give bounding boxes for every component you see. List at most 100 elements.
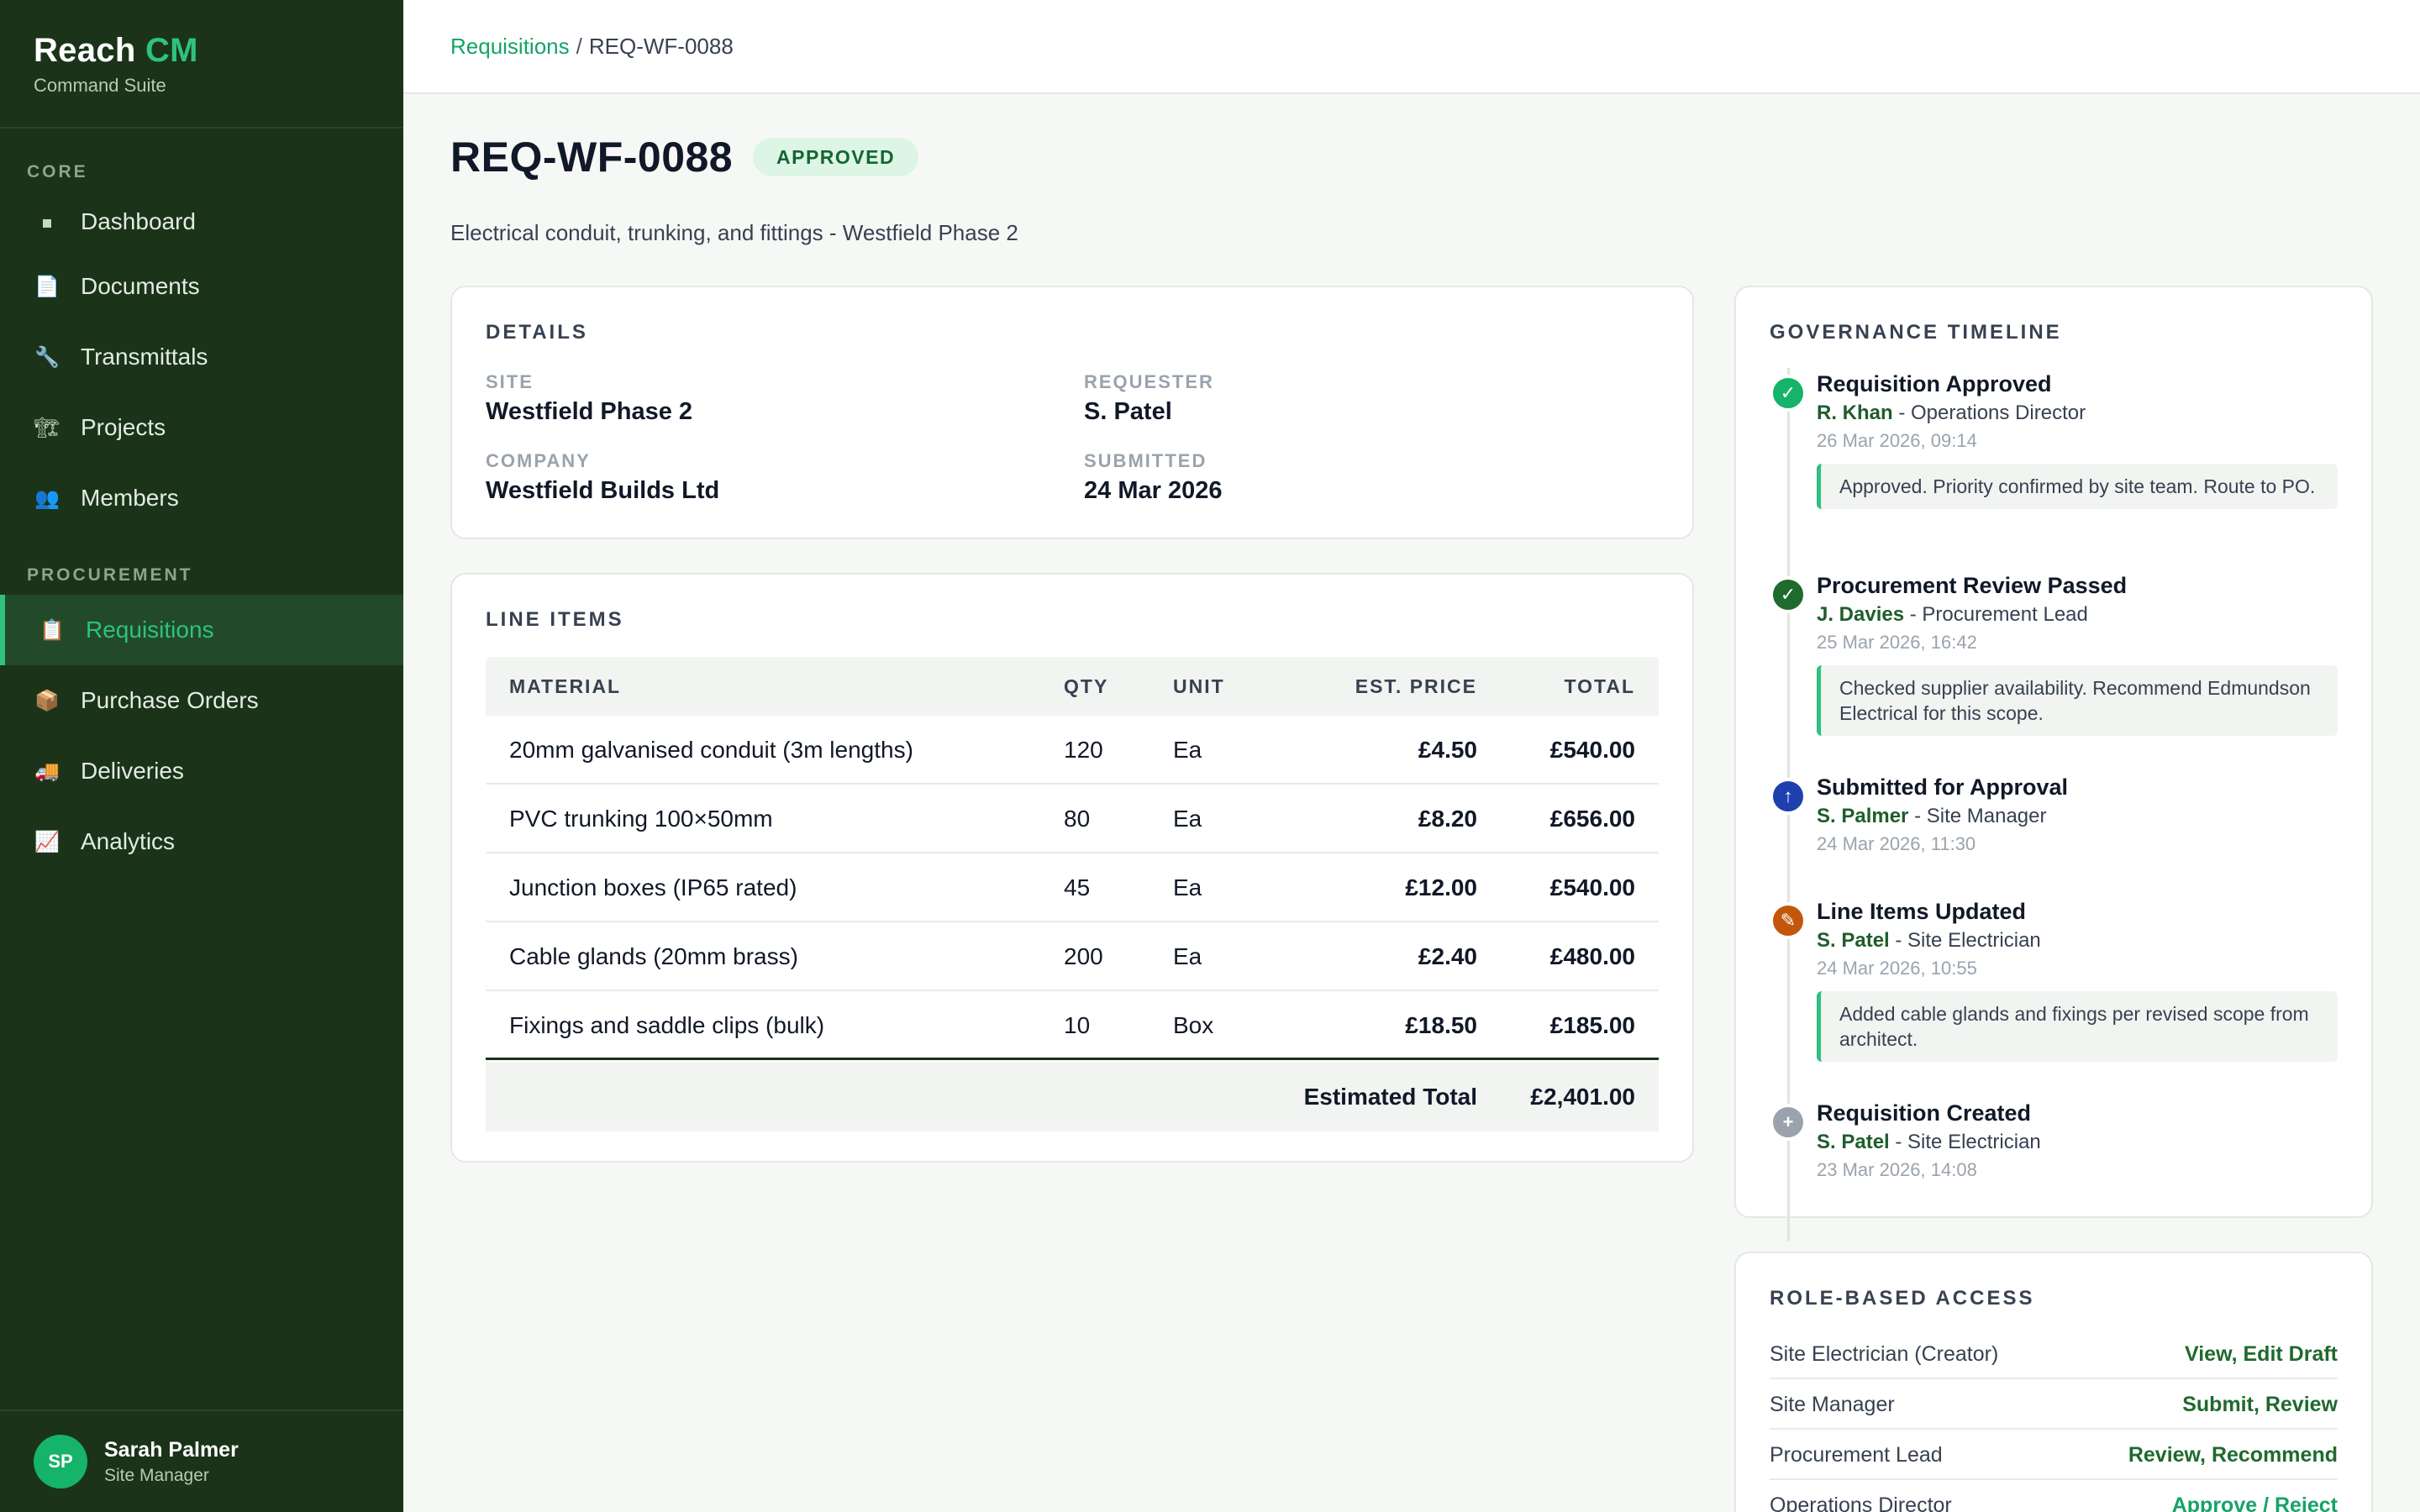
price-cell: £18.50 [1405,1012,1477,1038]
crane-icon: 🏗 [34,416,60,439]
access-title: ROLE-BASED ACCESS [1770,1287,2035,1310]
access-permission: View, Edit Draft [2185,1342,2338,1366]
estimated-total-value: £2,401.00 [1530,1084,1635,1110]
table-row: 20mm galvanised conduit (3m lengths) 120… [486,716,1659,785]
people-icon: 👥 [34,486,60,510]
table-row: PVC trunking 100×50mm 80 Ea £8.20 £656.0… [486,785,1659,853]
sidebar-item-label: Dashboard [81,208,196,234]
submitted-label: SUBMITTED [1084,450,1207,471]
document-icon: 📄 [34,275,60,298]
requester-label: REQUESTER [1084,371,1214,392]
event-person: J. Davies [1817,603,1905,626]
qty-cell: 45 [1064,874,1091,900]
avatar: SP [34,1435,87,1488]
qty-cell: 80 [1064,806,1091,832]
event-title: Requisition Approved [1817,371,2052,396]
sidebar-item-dashboard[interactable]: Dashboard [0,186,403,257]
check-icon: ✓ [1770,375,1807,412]
breadcrumb-link-requisitions[interactable]: Requisitions [450,33,570,59]
unit-cell: Ea [1173,737,1202,763]
brand-subtitle: Command Suite [34,75,166,96]
timeline-event: ✓ Requisition Approved R. Khan - Operati… [1770,371,2349,539]
total-cell: £540.00 [1549,737,1635,763]
column-header-est-price: EST. PRICE [1355,675,1477,697]
sidebar-item-label: Requisitions [86,617,214,643]
nav-section-procurement: PROCUREMENT [27,565,193,585]
package-icon: 📦 [34,689,60,712]
chart-icon: 📈 [34,830,60,853]
access-row: Operations Director Approve / Reject [1770,1480,2338,1512]
submitted-value: 24 Mar 2026 [1084,477,1223,504]
user-profile[interactable]: SP Sarah Palmer Site Manager [0,1410,403,1512]
breadcrumb-separator: / [576,33,582,59]
sidebar-item-analytics[interactable]: 📈 Analytics [0,806,403,877]
price-cell: £8.20 [1418,806,1477,832]
sidebar-item-label: Projects [81,414,166,440]
material-cell: Junction boxes (IP65 rated) [509,874,797,900]
status-badge: APPROVED [753,138,919,176]
pencil-icon: ✎ [1770,902,1807,939]
sidebar-item-transmittals[interactable]: 🔧 Transmittals [0,322,403,392]
table-row: Cable glands (20mm brass) 200 Ea £2.40 £… [486,922,1659,991]
sidebar-item-label: Documents [81,273,200,299]
timeline-event: ✎ Line Items Updated S. Patel - Site Ele… [1770,899,2349,1067]
price-cell: £2.40 [1418,943,1477,969]
clipboard-icon: 📋 [39,618,65,642]
sidebar-item-documents[interactable]: 📄 Documents [0,251,403,322]
event-actor: J. Davies - Procurement Lead [1817,603,2088,626]
sidebar-item-deliveries[interactable]: 🚚 Deliveries [0,736,403,806]
table-header: MATERIAL QTY UNIT EST. PRICE TOTAL [486,657,1659,716]
event-time: 25 Mar 2026, 16:42 [1817,632,1977,653]
event-title: Submitted for Approval [1817,774,2069,800]
sidebar-item-label: Analytics [81,828,176,854]
brand: Reach CM Command Suite [0,0,403,129]
sidebar-item-requisitions[interactable]: 📋 Requisitions [0,595,403,665]
event-person: R. Khan [1817,402,1893,424]
check-icon: ✓ [1770,576,1807,613]
price-cell: £12.00 [1405,874,1477,900]
event-person: S. Patel [1817,1131,1890,1153]
access-role: Procurement Lead [1770,1443,1943,1467]
total-cell: £185.00 [1549,1012,1635,1038]
access-role: Site Electrician (Creator) [1770,1342,1999,1366]
page-description: Electrical conduit, trunking, and fittin… [450,220,1018,245]
event-time: 26 Mar 2026, 09:14 [1817,430,1977,451]
event-person: S. Palmer [1817,805,1909,827]
material-cell: Fixings and saddle clips (bulk) [509,1012,825,1038]
event-person: S. Patel [1817,929,1890,952]
sidebar-item-purchase-orders[interactable]: 📦 Purchase Orders [0,665,403,736]
qty-cell: 120 [1064,737,1103,763]
column-header-total: TOTAL [1564,675,1635,697]
sidebar-item-projects[interactable]: 🏗 Projects [0,392,403,463]
event-title: Requisition Created [1817,1100,2032,1126]
event-actor: S. Palmer - Site Manager [1817,805,2047,827]
nav-section-core: CORE [27,162,88,181]
access-row: Procurement Lead Review, Recommend [1770,1430,2338,1480]
sidebar-item-label: Transmittals [81,344,208,370]
access-permission: Review, Recommend [2128,1443,2338,1467]
event-role: Site Manager [1926,805,2047,827]
total-cell: £540.00 [1549,874,1635,900]
material-cell: Cable glands (20mm brass) [509,943,798,969]
price-cell: £4.50 [1418,737,1477,763]
event-time: 24 Mar 2026, 10:55 [1817,958,1977,979]
role-based-access-card: ROLE-BASED ACCESS Site Electrician (Crea… [1734,1252,2373,1512]
site-label: SITE [486,371,534,392]
requester-value: S. Patel [1084,398,1172,425]
timeline-title: GOVERNANCE TIMELINE [1770,321,2062,344]
total-cell: £480.00 [1549,943,1635,969]
brand-name: Reach [34,32,136,69]
event-role: Site Electrician [1907,1131,2041,1153]
wrench-icon: 🔧 [34,345,60,369]
event-actor: S. Patel - Site Electrician [1817,1131,2041,1153]
table-row: Fixings and saddle clips (bulk) 10 Box £… [486,991,1659,1060]
event-actor: S. Patel - Site Electrician [1817,929,2041,952]
column-header-qty: QTY [1064,675,1109,697]
sidebar: Reach CM Command Suite CORE Dashboard 📄 … [0,0,403,1512]
sidebar-item-members[interactable]: 👥 Members [0,463,403,533]
plus-icon: + [1770,1104,1807,1141]
brand-logo[interactable]: Reach CM [34,32,403,70]
access-permission: Submit, Review [2182,1393,2338,1416]
unit-cell: Ea [1173,943,1202,969]
material-cell: 20mm galvanised conduit (3m lengths) [509,737,913,763]
